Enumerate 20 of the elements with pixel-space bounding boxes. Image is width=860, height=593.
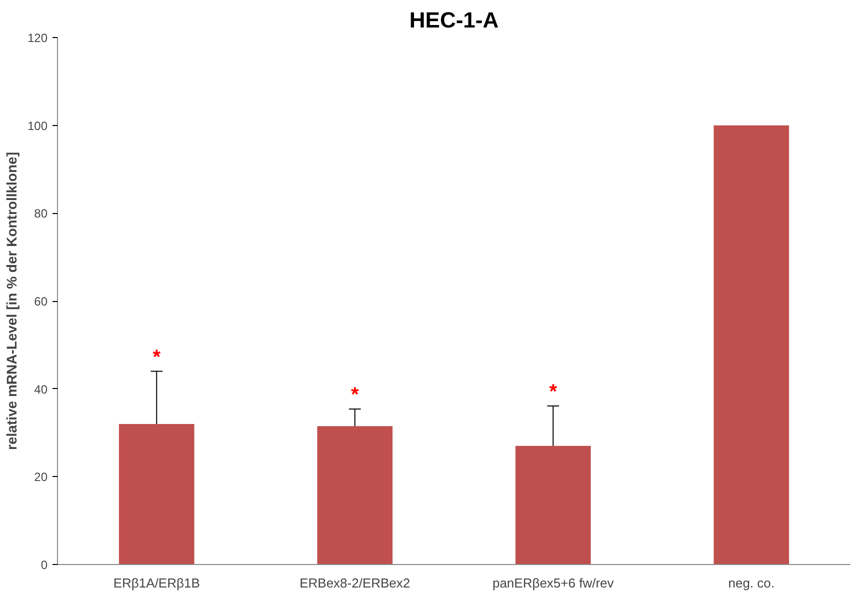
y-tick-label: 40 <box>34 382 48 396</box>
bar <box>118 424 194 564</box>
bar <box>515 446 591 564</box>
annotation: * <box>152 346 161 368</box>
bar <box>714 125 790 564</box>
y-tick-label: 0 <box>40 558 48 572</box>
bar <box>317 426 393 564</box>
chart-title: HEC-1-A <box>409 8 499 32</box>
x-tick-label: neg. co. <box>728 576 775 590</box>
annotation: * <box>549 380 558 403</box>
annotation: * <box>350 384 359 406</box>
y-tick-label: 60 <box>34 294 48 308</box>
y-tick-label: 80 <box>34 206 48 221</box>
x-tick-label: ERBex8-2/ERBex2 <box>300 576 410 590</box>
y-tick-label: 100 <box>27 118 48 133</box>
x-tick-label: ERβ1A/ERβ1B <box>113 576 200 590</box>
x-tick-label: panERβex5+6 fw/rev <box>492 576 614 590</box>
y-tick-label: 120 <box>27 31 48 45</box>
y-tick-label: 20 <box>34 470 48 484</box>
y-axis-title: relative mRNA-Level [in % der Kontrollklone] <box>3 152 20 450</box>
